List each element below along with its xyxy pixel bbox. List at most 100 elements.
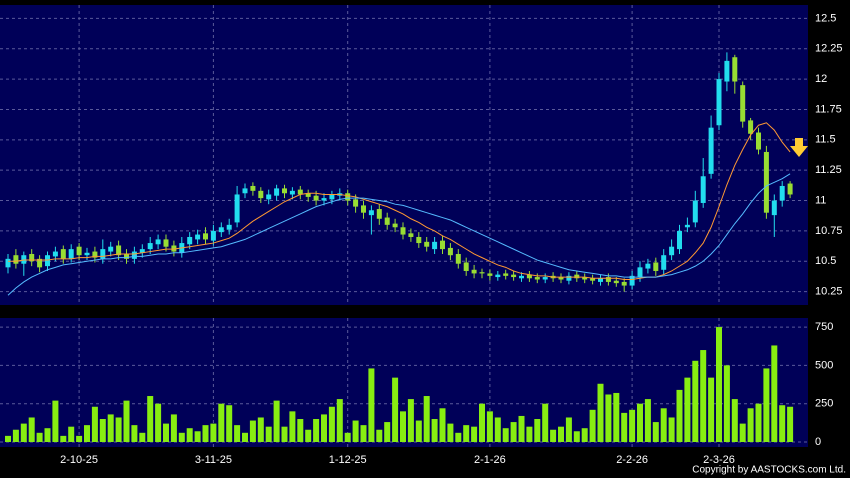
- candle-body: [748, 120, 754, 134]
- candle-body: [605, 277, 611, 282]
- volume-bar: [644, 399, 651, 442]
- volume-bar: [257, 417, 264, 442]
- volume-bar: [787, 406, 794, 442]
- candle-body: [756, 132, 761, 150]
- volume-bar: [273, 400, 280, 442]
- candle-body: [558, 277, 564, 280]
- candle-body: [368, 210, 374, 216]
- candle-body: [424, 241, 430, 247]
- candle-body: [108, 246, 114, 252]
- candle-body: [131, 251, 137, 259]
- volume-bar: [565, 417, 572, 442]
- volume-bar: [305, 429, 312, 442]
- y-tick-label: 10.25: [815, 286, 843, 298]
- candle-body: [732, 57, 738, 82]
- volume-bar: [368, 368, 375, 442]
- volume-bar: [779, 405, 786, 442]
- volume-bar: [226, 405, 233, 442]
- volume-bar: [328, 406, 335, 442]
- candle-body: [242, 188, 248, 194]
- candle-body: [21, 255, 27, 264]
- volume-bar: [415, 420, 422, 442]
- candle-body: [345, 193, 351, 201]
- candle-body: [313, 195, 319, 201]
- candle-body: [637, 267, 643, 278]
- candle-body: [60, 249, 66, 259]
- candle-body: [139, 249, 145, 253]
- volume-bar: [28, 417, 35, 442]
- volume-bar: [234, 425, 241, 442]
- volume-bar: [289, 411, 296, 442]
- y-tick-label: 11: [815, 194, 826, 206]
- volume-bar: [716, 327, 722, 442]
- y-tick-label: 11.25: [815, 164, 842, 176]
- volume-bar: [660, 408, 667, 442]
- candle-body: [321, 198, 327, 201]
- candle-body: [234, 194, 240, 223]
- candle-body: [519, 275, 524, 279]
- candle-body: [566, 275, 572, 281]
- volume-bar: [131, 425, 138, 442]
- candle-body: [250, 185, 256, 191]
- candle-body: [147, 243, 153, 250]
- y-tick-label: 12.5: [815, 12, 836, 24]
- volume-bar: [186, 428, 193, 442]
- volume-bar: [344, 432, 351, 442]
- volume-bar: [723, 365, 730, 442]
- candle-body: [763, 151, 769, 213]
- candle-body: [716, 79, 722, 126]
- candle-body: [669, 246, 675, 256]
- volume-bar: [36, 432, 43, 442]
- candle-body: [613, 280, 619, 284]
- volume-bar: [52, 400, 59, 442]
- candle-body: [787, 183, 793, 195]
- candle-body: [684, 224, 690, 228]
- candle-body: [440, 240, 445, 250]
- volume-bar: [170, 414, 177, 442]
- volume-bar: [84, 425, 90, 442]
- candle-body: [384, 217, 390, 225]
- candle-body: [455, 253, 461, 264]
- volume-bar: [147, 396, 154, 442]
- volume-bar: [336, 399, 343, 442]
- candle-body: [740, 85, 746, 122]
- candle-body: [52, 251, 58, 257]
- candle-body: [463, 262, 469, 271]
- volume-bar: [550, 429, 557, 442]
- candle-body: [542, 277, 548, 280]
- candle-body: [92, 251, 98, 258]
- candle-body: [471, 269, 477, 274]
- y-tick-label: 12: [815, 73, 827, 85]
- x-tick-label: 2-10-25: [60, 454, 98, 466]
- candle-body: [266, 194, 272, 200]
- x-tick-label: 2-1-26: [474, 454, 506, 466]
- volume-bar: [589, 409, 596, 442]
- volume-bar: [739, 423, 746, 442]
- candle-body: [305, 193, 311, 197]
- volume-bar: [629, 409, 636, 442]
- volume-bar: [249, 420, 256, 442]
- volume-bar: [163, 423, 169, 442]
- volume-bar: [676, 389, 683, 442]
- copyright: Copyright by AASTOCKS.com Ltd.: [692, 465, 846, 476]
- volume-bar: [771, 345, 778, 442]
- moving-average-line: [8, 122, 791, 280]
- volume-bar: [637, 403, 643, 442]
- volume-bar: [297, 419, 304, 442]
- volume-bar: [139, 432, 146, 442]
- volume-bar: [115, 417, 122, 442]
- candle-body: [511, 274, 517, 278]
- volume-bar: [558, 426, 564, 442]
- volume-bar: [621, 412, 628, 442]
- volume-bar: [684, 377, 691, 442]
- moving-average-line: [7, 173, 791, 296]
- candle-body: [661, 255, 667, 270]
- candle-body: [187, 236, 193, 245]
- y-tick-label: 750: [815, 321, 833, 333]
- candle-body: [432, 241, 438, 250]
- volume-bar: [210, 423, 217, 442]
- volume-bar: [313, 419, 320, 442]
- candle-body: [582, 277, 588, 280]
- candle-body: [779, 185, 785, 201]
- volume-bar: [542, 403, 549, 442]
